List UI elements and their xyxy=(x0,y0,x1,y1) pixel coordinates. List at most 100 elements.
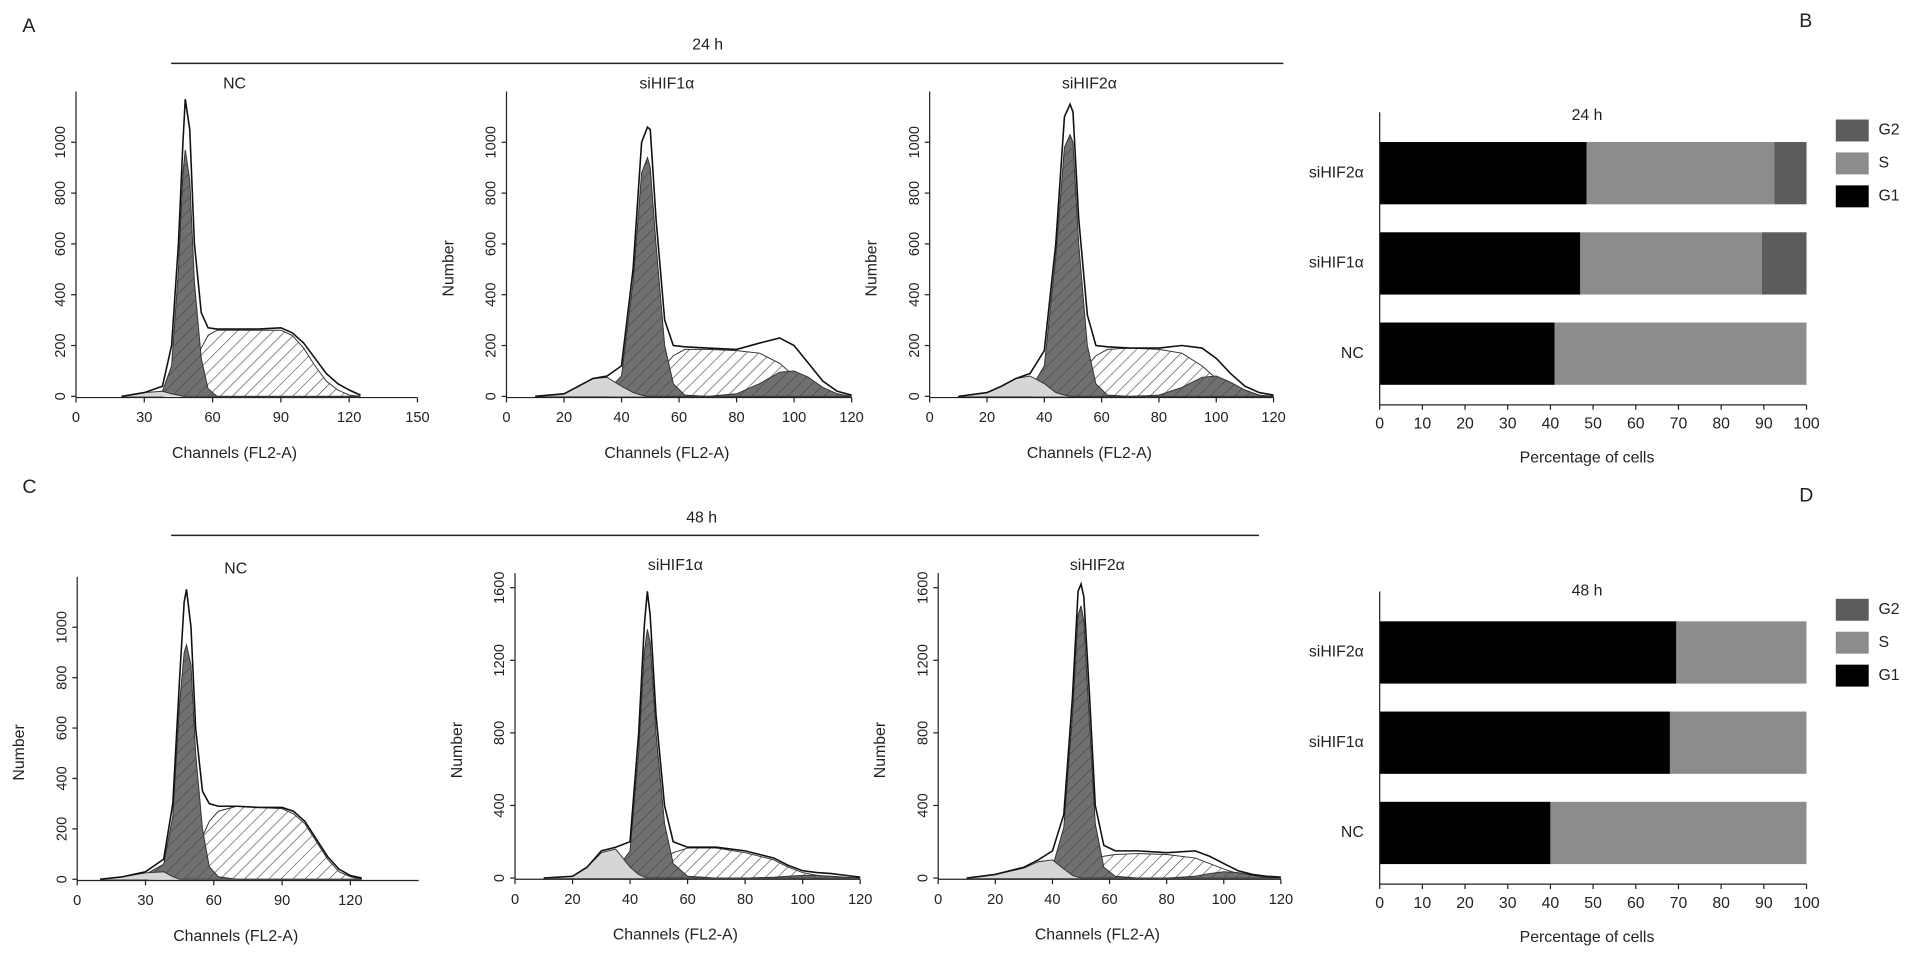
x-tick-label: 60 xyxy=(1093,410,1109,426)
area-hatch xyxy=(966,605,1281,879)
y-tick-label: 1000 xyxy=(907,126,923,159)
x-tick-label: 60 xyxy=(204,410,220,426)
y-tick-label: 0 xyxy=(484,392,500,400)
x-tick-label: 0 xyxy=(511,892,519,908)
curve xyxy=(966,605,1281,879)
x-axis-label: Channels (FL2-A) xyxy=(1035,927,1160,944)
y-tick-label: 600 xyxy=(907,232,923,256)
x-tick-label: 120 xyxy=(1261,410,1285,426)
area-hatch xyxy=(99,806,362,880)
x-tick-label: 90 xyxy=(273,410,289,426)
curve xyxy=(966,859,1281,879)
curve xyxy=(543,629,861,879)
area-hatch xyxy=(535,370,852,397)
x-tick-label: 60 xyxy=(1101,892,1117,908)
x-axis-label: Percentage of cells xyxy=(1520,450,1655,467)
x-tick-label: 120 xyxy=(1269,892,1293,908)
y-tick-label: 400 xyxy=(907,283,923,307)
y-tick-label: 1000 xyxy=(53,126,69,159)
x-axis-label: Channels (FL2-A) xyxy=(172,445,297,462)
bar-segment xyxy=(1379,322,1555,385)
legend-swatch xyxy=(1835,664,1869,687)
panel-label: B xyxy=(1799,10,1812,32)
area-hatch xyxy=(966,871,1281,879)
area-hatch xyxy=(543,629,861,879)
bar-segment xyxy=(1586,142,1775,205)
y-axis-label: Number xyxy=(864,239,881,296)
y-tick-label: 800 xyxy=(54,665,70,689)
chart-title: 24 h xyxy=(1572,107,1603,124)
x-tick-label: 30 xyxy=(1499,416,1517,433)
x-tick-label: 0 xyxy=(502,410,510,426)
y-tick-label: 400 xyxy=(484,283,500,307)
y-tick-label: NC xyxy=(1341,345,1364,362)
x-tick-label: 0 xyxy=(73,893,81,909)
x-tick-label: 50 xyxy=(1584,895,1602,912)
y-tick-label: 1600 xyxy=(492,571,508,604)
x-tick-label: 20 xyxy=(979,410,995,426)
y-tick-label: 600 xyxy=(54,716,70,740)
curve xyxy=(121,390,361,397)
x-tick-label: 10 xyxy=(1414,416,1432,433)
x-tick-label: 20 xyxy=(1456,416,1474,433)
legend-label: G2 xyxy=(1878,601,1899,618)
y-tick-label: 800 xyxy=(492,721,508,745)
group-header: 24 h xyxy=(692,36,723,53)
x-tick-label: 30 xyxy=(1499,895,1517,912)
legend-swatch xyxy=(1835,598,1869,621)
x-tick-label: 60 xyxy=(1627,895,1645,912)
y-tick-label: 400 xyxy=(915,793,931,817)
legend-swatch xyxy=(1835,631,1869,654)
x-tick-label: 0 xyxy=(934,892,942,908)
x-tick-label: 120 xyxy=(337,410,361,426)
chart-title: 48 h xyxy=(1572,583,1603,600)
x-tick-label: 120 xyxy=(839,410,863,426)
x-tick-label: 100 xyxy=(1793,416,1820,433)
x-tick-label: 20 xyxy=(564,892,580,908)
x-tick-label: 20 xyxy=(987,892,1003,908)
legend-swatch xyxy=(1835,185,1869,208)
chart-title: NC xyxy=(224,561,247,578)
x-axis-label: Channels (FL2-A) xyxy=(173,928,298,945)
x-axis-label: Channels (FL2-A) xyxy=(1027,445,1152,462)
area-fill xyxy=(543,629,861,879)
y-tick-label: 600 xyxy=(53,232,69,256)
y-tick-label: 800 xyxy=(53,181,69,205)
y-tick-label: siHIF1α xyxy=(1309,255,1364,272)
curve xyxy=(535,376,852,397)
bar-segment xyxy=(1676,621,1807,684)
y-tick-label: 0 xyxy=(907,392,923,400)
y-tick-label: 1200 xyxy=(915,644,931,677)
x-tick-label: 80 xyxy=(728,410,744,426)
group-header: 48 h xyxy=(686,509,717,526)
y-tick-label: 0 xyxy=(54,875,70,883)
panel-label: D xyxy=(1799,485,1813,507)
y-tick-label: 600 xyxy=(484,232,500,256)
bar-segment xyxy=(1379,621,1677,684)
x-tick-label: 80 xyxy=(1151,410,1167,426)
x-tick-label: 70 xyxy=(1670,416,1688,433)
y-tick-label: 400 xyxy=(53,283,69,307)
x-tick-label: 40 xyxy=(1542,895,1560,912)
y-tick-label: 200 xyxy=(54,817,70,841)
area-hatch xyxy=(121,330,361,397)
x-tick-label: 100 xyxy=(1212,892,1236,908)
x-tick-label: 90 xyxy=(274,893,290,909)
curve xyxy=(99,871,362,880)
curve xyxy=(99,589,362,881)
y-tick-label: 200 xyxy=(53,333,69,357)
x-tick-label: 100 xyxy=(782,410,806,426)
y-tick-label: 1000 xyxy=(484,126,500,159)
x-tick-label: 20 xyxy=(1456,895,1474,912)
x-tick-label: 40 xyxy=(613,410,629,426)
curve xyxy=(121,99,361,398)
x-tick-label: 80 xyxy=(1159,892,1175,908)
curve xyxy=(543,591,861,879)
y-tick-label: siHIF2α xyxy=(1309,164,1364,181)
bar-segment xyxy=(1669,711,1807,774)
chart-title: NC xyxy=(223,75,246,92)
x-tick-label: 0 xyxy=(926,410,934,426)
y-tick-label: 1000 xyxy=(54,611,70,644)
x-axis-label: Channels (FL2-A) xyxy=(604,445,729,462)
